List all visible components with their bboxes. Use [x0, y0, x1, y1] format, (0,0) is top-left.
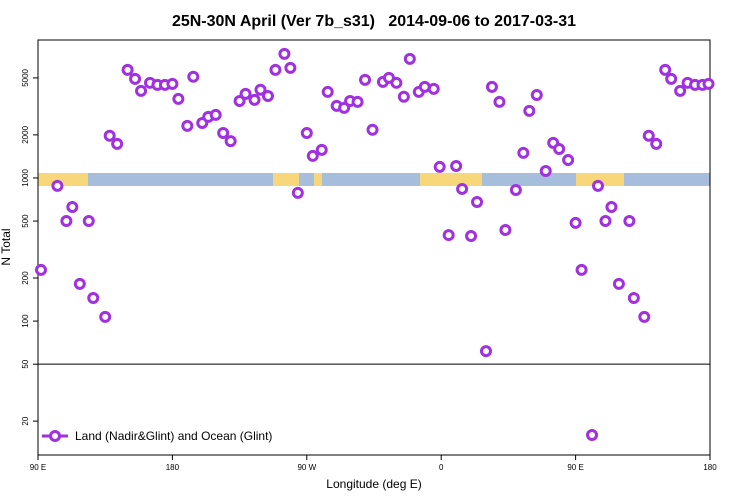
data-point [315, 143, 328, 156]
data-point [217, 127, 230, 140]
data-point [351, 95, 364, 108]
data-point [129, 72, 142, 85]
data-point [659, 63, 672, 76]
data-point [34, 263, 47, 276]
data-point [450, 159, 463, 172]
data-point [51, 179, 64, 192]
x-tick-label: 90 W [297, 463, 316, 472]
data-point [224, 135, 237, 148]
data-point [539, 164, 552, 177]
data-point [442, 229, 455, 242]
x-tick-label: 90 E [30, 463, 46, 472]
x-tick-label: 180 [166, 463, 180, 472]
data-point [623, 215, 636, 228]
y-tick-label: 1000 [21, 169, 30, 187]
data-point [390, 76, 403, 89]
data-point [674, 84, 687, 97]
data-point [592, 179, 604, 192]
data-point [530, 88, 543, 101]
y-tick-label: 500 [21, 214, 30, 228]
chart-title: 25N-30N April (Ver 7b_s31) 2014-09-06 to… [172, 13, 576, 30]
data-point [291, 186, 304, 199]
data-point [480, 345, 492, 358]
data-point [209, 108, 222, 121]
data-point [269, 63, 282, 76]
data-point [261, 89, 274, 102]
data-point [187, 70, 200, 83]
data-point [517, 146, 530, 159]
data-point [665, 72, 678, 85]
data-point [702, 77, 715, 90]
plot-frame [37, 39, 711, 456]
data-point [248, 93, 261, 106]
data-point [433, 160, 446, 173]
data-point [233, 94, 246, 107]
data-point [586, 429, 599, 442]
data-point [103, 129, 116, 142]
y-axis-label: N Total [0, 228, 13, 265]
x-tick-label: 0 [439, 463, 444, 472]
data-point [612, 277, 625, 290]
data-point [605, 200, 618, 213]
data-point [642, 129, 655, 142]
data-point [471, 196, 484, 209]
data-point [239, 87, 252, 100]
data-point [181, 119, 194, 132]
data-point [300, 127, 313, 140]
data-point [575, 263, 588, 276]
data-point [456, 182, 469, 195]
data-point [427, 82, 440, 95]
data-point [569, 216, 582, 229]
y-tick-label: 5000 [21, 68, 30, 86]
data-point [87, 291, 100, 304]
data-point [493, 95, 506, 108]
data-point [321, 85, 334, 98]
data-point [73, 277, 86, 290]
data-point [485, 80, 498, 93]
x-axis-label: Longitude (deg E) [326, 477, 421, 491]
data-point [397, 90, 410, 103]
y-tick-label: 100 [21, 314, 30, 328]
data-point [562, 153, 575, 166]
data-point [366, 123, 379, 136]
data-point [66, 200, 79, 213]
data-point [284, 61, 297, 74]
data-point [509, 183, 522, 196]
data-point [172, 92, 185, 105]
data-point [359, 73, 372, 86]
data-point [403, 52, 416, 65]
data-point [99, 310, 112, 323]
data-point [465, 230, 478, 243]
data-point [638, 310, 651, 323]
data-point [121, 63, 134, 76]
y-tick-label: 2000 [21, 125, 30, 143]
data-point [306, 149, 319, 162]
data-point [60, 215, 73, 228]
data-point [135, 84, 148, 97]
data-point [278, 47, 291, 60]
data-point [650, 137, 663, 150]
y-tick-label: 200 [21, 271, 30, 285]
data-point [111, 137, 124, 150]
data-point [254, 83, 267, 96]
y-tick-label: 20 [21, 416, 30, 425]
data-point [82, 215, 95, 228]
data-point [627, 291, 640, 304]
data-point [599, 215, 612, 228]
data-point [523, 104, 536, 117]
x-tick-label: 90 E [567, 463, 583, 472]
data-point [166, 77, 179, 90]
legend-marker [49, 430, 61, 442]
land-ocean-strip [38, 173, 710, 186]
data-point [553, 142, 566, 155]
x-tick-label: 180 [703, 463, 717, 472]
legend-label: Land (Nadir&Glint) and Ocean (Glint) [75, 429, 272, 443]
data-point [499, 223, 512, 236]
y-tick-label: 50 [21, 359, 30, 368]
